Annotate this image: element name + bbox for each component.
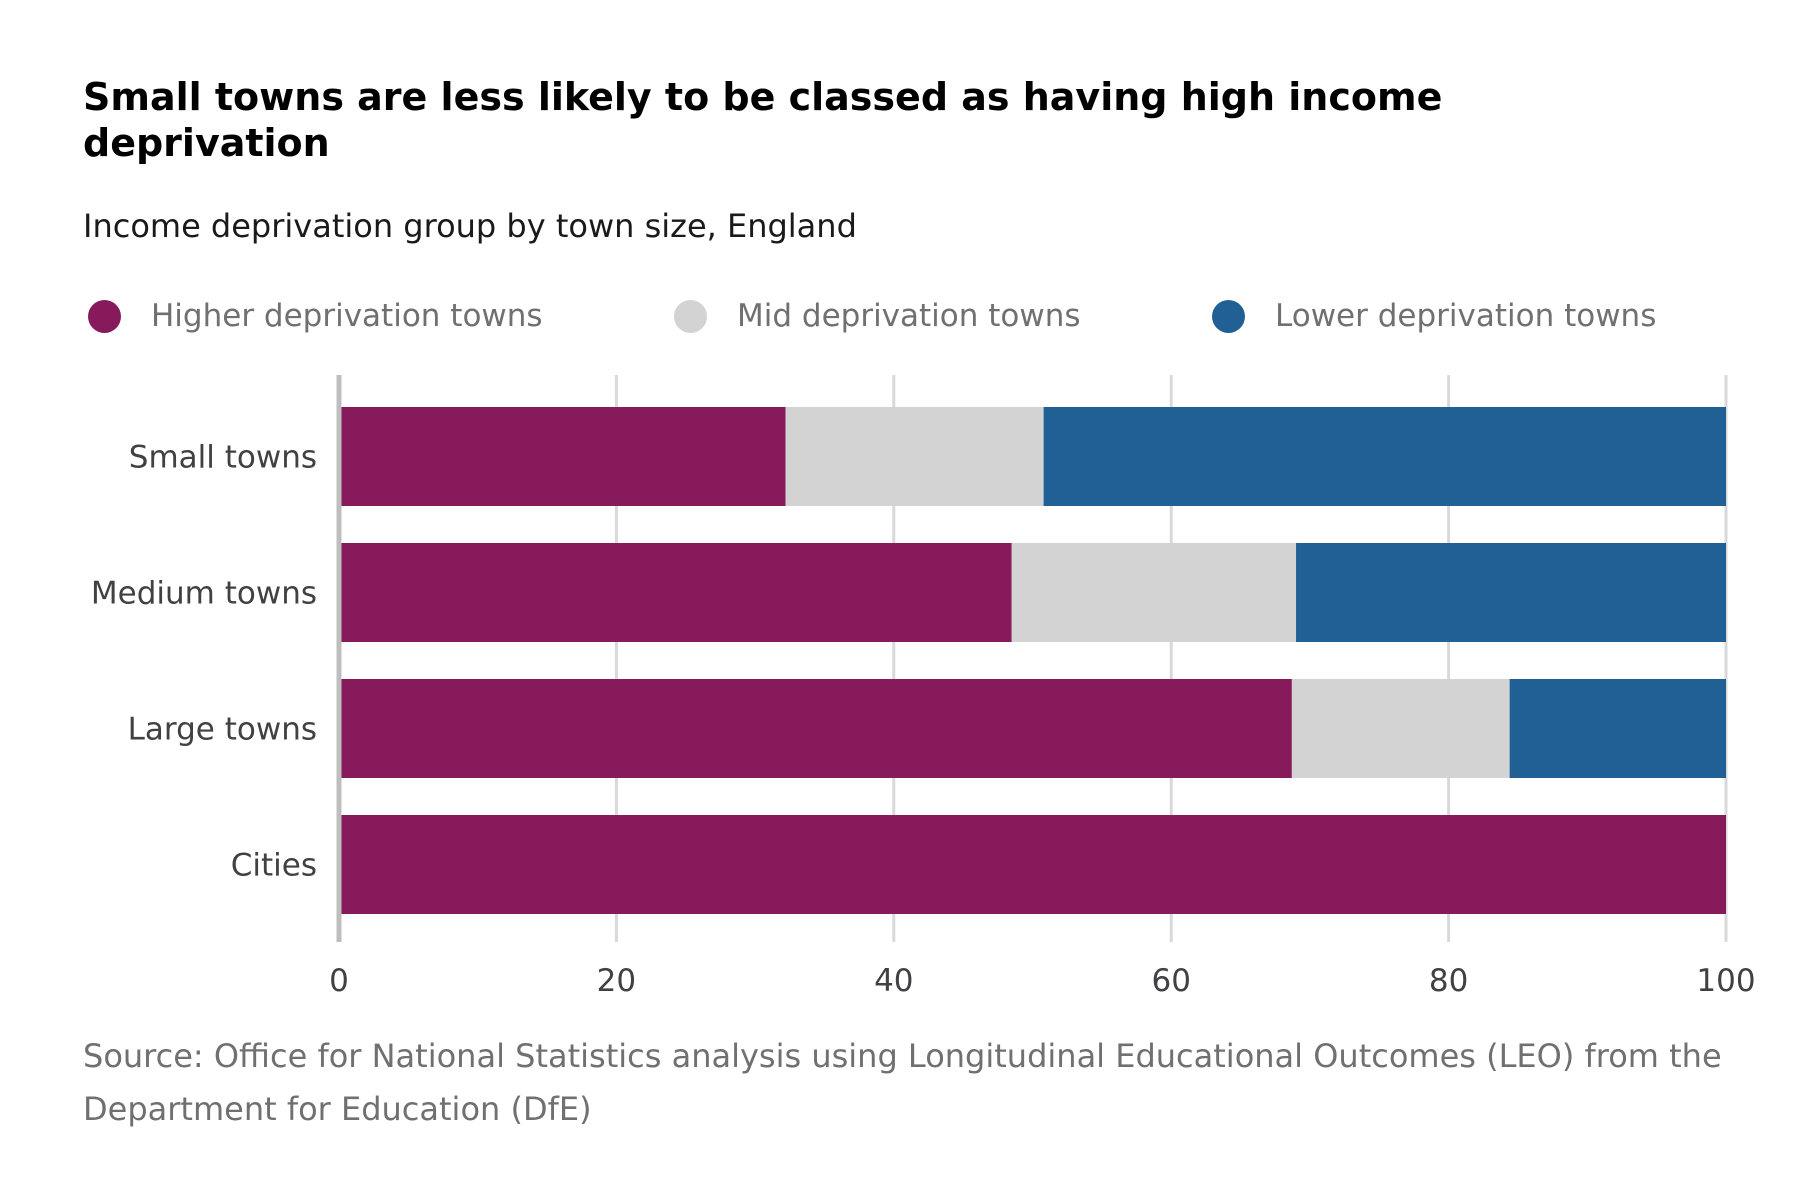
legend-swatch-higher-deprivation	[88, 299, 121, 333]
x-tick-label-100: 100	[1696, 963, 1755, 999]
bar-medium-towns-higher-deprivation-towns	[339, 543, 1012, 642]
bar-small-towns-higher-deprivation-towns	[339, 407, 786, 506]
legend-item-mid-deprivation: Mid deprivation towns	[674, 294, 1081, 338]
bar-medium-towns-mid-deprivation-towns	[1011, 543, 1297, 642]
x-tick-label-80: 80	[1429, 963, 1468, 999]
legend-label-higher-deprivation: Higher deprivation towns	[151, 298, 543, 334]
chart-legend: Higher deprivation towns Mid deprivation…	[88, 294, 1728, 338]
x-tick-label-60: 60	[1151, 963, 1190, 999]
legend-item-lower-deprivation: Lower deprivation towns	[1212, 294, 1656, 338]
bar-large-towns-lower-deprivation-towns	[1509, 679, 1726, 778]
category-label-small-towns: Small towns	[129, 440, 317, 476]
legend-label-lower-deprivation: Lower deprivation towns	[1275, 298, 1657, 334]
x-tick-label-40: 40	[874, 963, 913, 999]
bar-medium-towns-lower-deprivation-towns	[1296, 543, 1726, 642]
bar-cities-higher-deprivation-towns	[339, 815, 1726, 914]
chart-title: Small towns are less likely to be classe…	[83, 75, 1443, 165]
bar-large-towns-mid-deprivation-towns	[1291, 679, 1510, 778]
category-label-medium-towns: Medium towns	[91, 576, 317, 612]
category-label-large-towns: Large towns	[128, 712, 317, 748]
chart-subtitle: Income deprivation group by town size, E…	[83, 207, 857, 245]
legend-swatch-mid-deprivation	[674, 299, 707, 333]
category-label-cities: Cities	[231, 848, 317, 884]
x-tick-label-20: 20	[597, 963, 636, 999]
legend-label-mid-deprivation: Mid deprivation towns	[737, 298, 1081, 334]
bar-large-towns-higher-deprivation-towns	[339, 679, 1292, 778]
legend-item-higher-deprivation: Higher deprivation towns	[88, 294, 543, 338]
bar-small-towns-mid-deprivation-towns	[785, 407, 1044, 506]
bar-small-towns-lower-deprivation-towns	[1043, 407, 1726, 506]
legend-swatch-lower-deprivation	[1212, 299, 1245, 333]
x-tick-label-0: 0	[329, 963, 349, 999]
source-note: Source: Office for National Statistics a…	[83, 1037, 1722, 1128]
